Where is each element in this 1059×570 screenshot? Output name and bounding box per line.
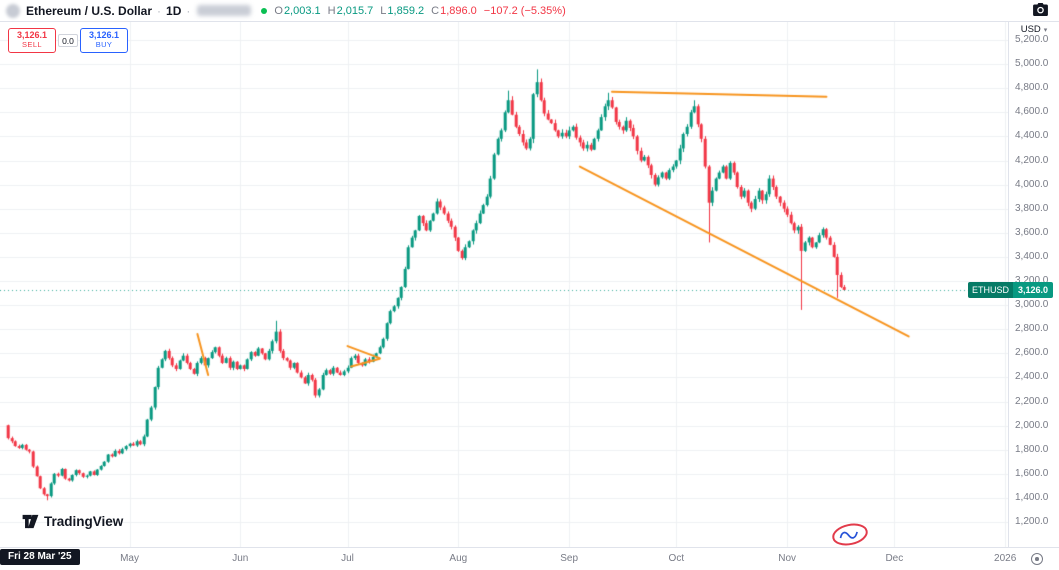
- ohlc-readout: O 2,003.1 H 2,015.7 L 1,859.2 C 1,896.0 −107…: [274, 5, 565, 17]
- price-axis-label: 2,400.0: [1015, 371, 1049, 383]
- stamp-icon: [832, 523, 868, 546]
- close-label: C: [431, 4, 440, 17]
- camera-icon: [1032, 3, 1048, 16]
- ohlc-low: 1,859.2: [387, 4, 425, 17]
- price-axis-label: 2,200.0: [1015, 395, 1049, 407]
- price-axis-label: 3,400.0: [1015, 250, 1049, 262]
- badge-symbol: ETHUSD: [968, 281, 1014, 298]
- time-axis-label: Sep: [560, 553, 579, 564]
- price-axis-label: 4,400.0: [1015, 130, 1049, 142]
- interval-selector[interactable]: 1D: [166, 3, 182, 18]
- currency-dropdown[interactable]: USD ▾: [1009, 23, 1059, 36]
- chevron-down-icon: ▾: [1043, 26, 1048, 34]
- ohlc-high: 2,015.7: [336, 4, 374, 17]
- price-axis-label: 4,600.0: [1015, 106, 1049, 118]
- time-axis-label: Jul: [341, 553, 354, 564]
- ohlc-open: 2,003.1: [283, 4, 321, 17]
- price-axis-label: 1,800.0: [1015, 443, 1049, 455]
- chart-toolbar: Ethereum / U.S. Dollar · 1D · O 2,003.1 H…: [0, 0, 1059, 22]
- camera-snapshot-button[interactable]: [1031, 3, 1049, 19]
- high-label: H: [327, 4, 336, 17]
- sell-price: 3,126.1: [16, 30, 48, 41]
- timezone-settings-icon[interactable]: [1031, 553, 1043, 565]
- price-axis-label: 2,600.0: [1015, 347, 1049, 359]
- price-axis-label: 3,200.0: [1015, 275, 1049, 286]
- currency-label: USD: [1020, 24, 1041, 35]
- chart-pane: 3,126.1 SELL 0.0 3,126.1 BUY TradingView: [0, 22, 1008, 547]
- price-axis-label: 4,800.0: [1015, 82, 1049, 94]
- separator: ·: [157, 3, 162, 18]
- separator: ·: [186, 3, 191, 18]
- price-axis-label: 5,000.0: [1015, 58, 1049, 70]
- buy-label: BUY: [95, 40, 113, 50]
- price-axis-label: 2,000.0: [1015, 419, 1049, 431]
- sell-label: SELL: [22, 40, 42, 50]
- price-axis-label: 4,200.0: [1015, 154, 1049, 166]
- price-axis-label: 1,600.0: [1015, 467, 1049, 479]
- trade-panel: 3,126.1 SELL 0.0 3,126.1 BUY: [8, 28, 128, 53]
- time-axis-label: Oct: [668, 553, 685, 564]
- ohlc-close: 1,896.0: [440, 4, 477, 17]
- symbol-logo[interactable]: [6, 3, 20, 18]
- open-label: O: [274, 4, 283, 17]
- buy-price: 3,126.1: [88, 30, 120, 41]
- time-axis-label: Jun: [232, 553, 249, 564]
- time-axis-label: Aug: [449, 553, 468, 564]
- price-chart[interactable]: [0, 22, 1008, 547]
- price-axis-label: 1,200.0: [1015, 516, 1049, 527]
- badge-price: 3,126.0: [1013, 281, 1054, 298]
- symbol-title[interactable]: Ethereum / U.S. Dollar: [26, 3, 153, 18]
- date-tag: Fri 28 Mar '25: [0, 549, 80, 565]
- price-axis-label: 3,800.0: [1015, 202, 1049, 214]
- tradingview-logo-text: TradingView: [44, 514, 124, 529]
- last-price-badge: ETHUSD 3,126.0: [968, 281, 1054, 298]
- time-axis-label: May: [120, 553, 139, 564]
- ohlc-change: −107.2 (−5.35%): [483, 4, 566, 17]
- time-axis-label: Nov: [778, 553, 797, 564]
- price-axis-label: 3,000.0: [1015, 299, 1049, 311]
- price-axis-label: 1,400.0: [1015, 491, 1049, 503]
- spread-value: 0.0: [58, 34, 78, 47]
- chart-sticker[interactable]: [830, 521, 870, 553]
- sell-button[interactable]: 3,126.1 SELL: [8, 28, 56, 53]
- price-axis-label: 2,800.0: [1015, 323, 1049, 335]
- market-status-dot[interactable]: [261, 7, 268, 14]
- exchange-name-redacted: [197, 5, 252, 16]
- low-label: L: [380, 4, 387, 17]
- time-axis-label: 2026: [994, 553, 1017, 564]
- price-axis-label: 4,000.0: [1015, 178, 1049, 190]
- time-axis[interactable]: Fri 28 Mar '25 May Jun Jul Aug Sep Oct Nov Dec 2…: [0, 547, 1059, 570]
- tradingview-logo-icon: [22, 514, 39, 529]
- price-axis-label: 5,200.0: [1015, 34, 1049, 45]
- tradingview-logo[interactable]: TradingView: [22, 514, 123, 529]
- price-axis[interactable]: USD ▾ 5,200.0 5,000.0 4,800.0 4,600.0 4,400.…: [968, 22, 1059, 547]
- time-axis-label: Dec: [885, 553, 904, 564]
- buy-button[interactable]: 3,126.1 BUY: [80, 28, 128, 53]
- price-axis-label: 3,600.0: [1015, 226, 1049, 238]
